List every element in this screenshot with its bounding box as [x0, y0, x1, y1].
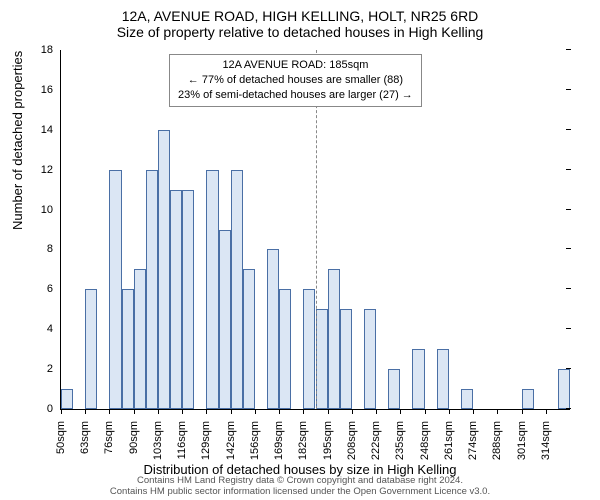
chart-title-2: Size of property relative to detached ho…	[0, 24, 600, 40]
x-tick-label: 76sqm	[103, 415, 115, 454]
x-tick-mark	[85, 409, 86, 414]
y-tick-mark	[566, 288, 571, 289]
y-tick-label: 18	[41, 44, 61, 56]
chart-title-1: 12A, AVENUE ROAD, HIGH KELLING, HOLT, NR…	[0, 0, 600, 24]
x-tick-mark	[546, 409, 547, 414]
histogram-bar	[219, 230, 231, 410]
histogram-bar	[182, 190, 194, 409]
x-tick-label: 248sqm	[419, 415, 431, 460]
x-tick-label: 274sqm	[467, 415, 479, 460]
y-tick-label: 14	[41, 124, 61, 136]
y-tick-label: 8	[47, 243, 61, 255]
histogram-bar	[558, 369, 570, 409]
x-tick-mark	[279, 409, 280, 414]
y-tick-mark	[566, 89, 571, 90]
histogram-bar	[328, 269, 340, 409]
histogram-bar	[122, 289, 134, 409]
histogram-bar	[170, 190, 182, 409]
y-tick-mark	[566, 209, 571, 210]
x-tick-label: 301sqm	[516, 415, 528, 460]
y-tick-mark	[566, 328, 571, 329]
x-tick-label: 182sqm	[297, 415, 309, 460]
y-tick-label: 6	[47, 283, 61, 295]
x-tick-label: 63sqm	[79, 415, 91, 454]
x-tick-mark	[497, 409, 498, 414]
histogram-bar	[279, 289, 291, 409]
histogram-bar	[231, 170, 243, 409]
x-tick-mark	[158, 409, 159, 414]
footer-attribution: Contains HM Land Registry data © Crown c…	[0, 476, 600, 498]
x-tick-label: 156sqm	[249, 415, 261, 460]
x-tick-label: 103sqm	[152, 415, 164, 460]
y-tick-label: 0	[47, 403, 61, 415]
legend-line-2: ← 77% of detached houses are smaller (88…	[178, 73, 413, 88]
histogram-bar	[134, 269, 146, 409]
y-tick-label: 16	[41, 84, 61, 96]
x-tick-label: 142sqm	[225, 415, 237, 460]
legend-line-3: 23% of semi-detached houses are larger (…	[178, 88, 413, 103]
y-tick-label: 10	[41, 204, 61, 216]
x-tick-mark	[109, 409, 110, 414]
histogram-bar	[388, 369, 400, 409]
x-tick-label: 208sqm	[346, 415, 358, 460]
x-tick-label: 195sqm	[322, 415, 334, 460]
x-tick-mark	[303, 409, 304, 414]
legend-box: 12A AVENUE ROAD: 185sqm ← 77% of detache…	[169, 54, 422, 107]
x-tick-mark	[182, 409, 183, 414]
histogram-bar	[303, 289, 315, 409]
x-tick-label: 288sqm	[491, 415, 503, 460]
y-tick-mark	[566, 49, 571, 50]
histogram-bar	[522, 389, 534, 409]
histogram-bar	[146, 170, 158, 409]
x-tick-label: 235sqm	[394, 415, 406, 460]
x-tick-mark	[61, 409, 62, 414]
x-tick-mark	[328, 409, 329, 414]
y-tick-mark	[566, 129, 571, 130]
x-tick-mark	[425, 409, 426, 414]
x-tick-label: 90sqm	[128, 415, 140, 454]
histogram-bar	[461, 389, 473, 409]
x-tick-mark	[376, 409, 377, 414]
chart-container: 12A, AVENUE ROAD, HIGH KELLING, HOLT, NR…	[0, 0, 600, 500]
y-tick-label: 2	[47, 363, 61, 375]
x-tick-label: 261sqm	[443, 415, 455, 460]
histogram-bar	[85, 289, 97, 409]
histogram-bar	[316, 309, 328, 409]
y-tick-label: 4	[47, 323, 61, 335]
footer-line-2: Contains HM public sector information li…	[0, 487, 600, 498]
plot-area: 024681012141618 50sqm63sqm76sqm90sqm103s…	[60, 50, 570, 410]
x-tick-label: 116sqm	[176, 415, 188, 459]
y-tick-mark	[566, 169, 571, 170]
x-tick-mark	[449, 409, 450, 414]
x-tick-mark	[473, 409, 474, 414]
histogram-bar	[158, 130, 170, 409]
x-tick-mark	[206, 409, 207, 414]
histogram-bar	[412, 349, 424, 409]
x-tick-label: 129sqm	[200, 415, 212, 460]
y-tick-label: 12	[41, 164, 61, 176]
x-tick-mark	[134, 409, 135, 414]
y-axis-label: Number of detached properties	[10, 51, 25, 230]
histogram-bar	[267, 249, 279, 409]
histogram-bar	[61, 389, 73, 409]
x-tick-label: 50sqm	[55, 415, 67, 454]
y-tick-mark	[566, 408, 571, 409]
histogram-bar	[243, 269, 255, 409]
histogram-bar	[206, 170, 218, 409]
histogram-bar	[109, 170, 121, 409]
x-tick-label: 314sqm	[540, 415, 552, 460]
x-tick-mark	[352, 409, 353, 414]
legend-line-1: 12A AVENUE ROAD: 185sqm	[178, 58, 413, 73]
histogram-bar	[437, 349, 449, 409]
histogram-bar	[340, 309, 352, 409]
x-tick-label: 169sqm	[273, 415, 285, 460]
y-tick-mark	[566, 368, 571, 369]
x-tick-mark	[522, 409, 523, 414]
x-tick-label: 222sqm	[370, 415, 382, 460]
x-tick-mark	[255, 409, 256, 414]
histogram-bar	[364, 309, 376, 409]
y-tick-mark	[566, 248, 571, 249]
x-tick-mark	[400, 409, 401, 414]
x-tick-mark	[231, 409, 232, 414]
